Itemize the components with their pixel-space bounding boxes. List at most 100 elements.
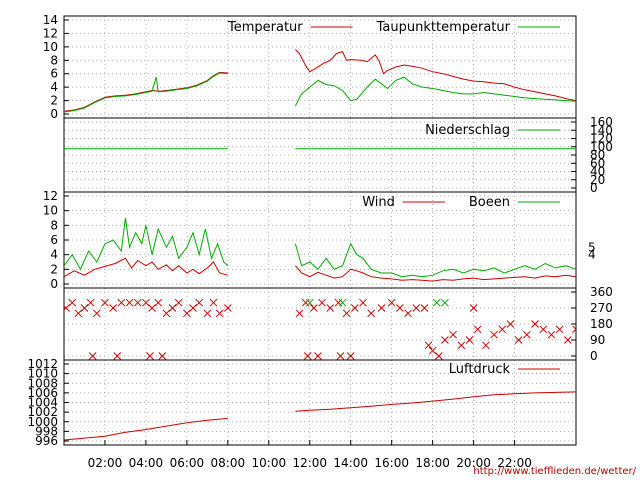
point-marker [498, 325, 507, 334]
footer-url: http://www.tiefflieden.de/wetter/ [473, 466, 636, 477]
point-marker [563, 336, 572, 344]
point-marker [113, 352, 122, 360]
point-marker [457, 341, 466, 350]
y-tick-label: 10 [43, 40, 58, 54]
point-marker [404, 309, 412, 318]
point-marker [146, 352, 154, 360]
x-tick-label: 10:00 [252, 456, 287, 470]
point-marker [92, 309, 101, 318]
point-marker [80, 304, 89, 312]
point-marker [168, 304, 177, 312]
y-tick-label: 14 [43, 13, 58, 27]
point-marker [162, 309, 171, 318]
point-marker [133, 298, 142, 307]
y-tick-label: 270 [590, 301, 613, 315]
point-marker [531, 320, 539, 328]
right-tick-label: 4 [588, 248, 596, 262]
point-marker [449, 330, 457, 339]
point-marker [441, 298, 449, 307]
point-marker [424, 341, 433, 350]
series-line-Boeen [64, 217, 576, 278]
x-tick-label: 14:00 [333, 456, 368, 470]
point-marker [377, 304, 386, 312]
point-marker [412, 304, 421, 312]
y-tick-label: 1012 [27, 357, 58, 371]
series-line-Temperatur [64, 49, 576, 112]
point-marker [154, 298, 163, 307]
y-tick-label: 1002 [27, 405, 58, 419]
point-marker [572, 325, 576, 334]
point-marker [142, 298, 150, 307]
point-marker [336, 352, 345, 360]
y-tick-label: 120 [590, 132, 613, 146]
series-group [64, 217, 576, 282]
point-marker [334, 298, 343, 307]
point-marker [434, 352, 443, 360]
y-tick-label: 4 [50, 248, 58, 262]
point-marker [125, 298, 134, 307]
point-marker [203, 309, 212, 318]
point-marker [68, 298, 77, 307]
point-marker [86, 298, 95, 307]
y-tick-label: 12 [43, 189, 58, 203]
y-tick-label: 360 [590, 285, 613, 299]
point-marker [318, 298, 326, 307]
point-marker [303, 352, 312, 360]
point-marker [195, 298, 204, 307]
point-marker [428, 346, 437, 355]
y-tick-label: 0 [590, 181, 598, 195]
point-marker [215, 309, 224, 318]
series-group [64, 49, 576, 113]
y-tick-label: 10 [43, 204, 58, 218]
y-tick-label: 1004 [27, 396, 58, 410]
point-marker [342, 309, 351, 318]
y-tick-label: 180 [590, 317, 613, 331]
point-marker [522, 330, 531, 339]
point-marker [314, 352, 322, 360]
point-marker [158, 352, 167, 360]
legend-label: Temperatur [227, 20, 303, 35]
point-marker [346, 352, 355, 360]
y-tick-label: 0 [590, 349, 598, 363]
point-marker [396, 304, 404, 312]
point-marker [338, 298, 347, 307]
point-marker [350, 304, 359, 312]
y-tick-label: 80 [590, 148, 605, 162]
point-marker [209, 298, 218, 307]
series-line-Taupunkttemperatur [64, 72, 576, 113]
point-marker [473, 325, 482, 334]
point-marker [148, 304, 156, 312]
y-tick-label: 8 [50, 218, 58, 232]
series-line-Wind [64, 257, 576, 282]
y-tick-label: 8 [50, 53, 58, 67]
x-tick-label: 20:00 [456, 456, 491, 470]
point-marker [555, 325, 564, 334]
y-tick-label: 1000 [27, 415, 58, 429]
legend-label: Boeen [469, 195, 510, 210]
point-marker [305, 298, 314, 307]
point-marker [189, 304, 197, 312]
point-marker [174, 298, 183, 307]
y-tick-label: 100 [590, 140, 613, 154]
point-marker [367, 309, 376, 318]
point-marker [117, 298, 126, 307]
point-marker [387, 298, 396, 307]
point-marker [64, 304, 70, 312]
x-tick-label: 04:00 [129, 456, 164, 470]
y-tick-label: 6 [50, 233, 58, 247]
y-tick-label: 90 [590, 333, 605, 347]
x-tick-label: 02:00 [88, 456, 123, 470]
legend-label: Luftdruck [449, 362, 511, 377]
x-tick-label: 08:00 [211, 456, 246, 470]
y-tick-label: 140 [590, 123, 613, 137]
y-tick-label: 160 [590, 115, 613, 129]
point-marker [539, 325, 548, 334]
y-tick-label: 1008 [27, 376, 58, 390]
series-line-Luftdruck [64, 391, 576, 441]
x-tick-label: 16:00 [374, 456, 409, 470]
point-marker [482, 341, 490, 350]
